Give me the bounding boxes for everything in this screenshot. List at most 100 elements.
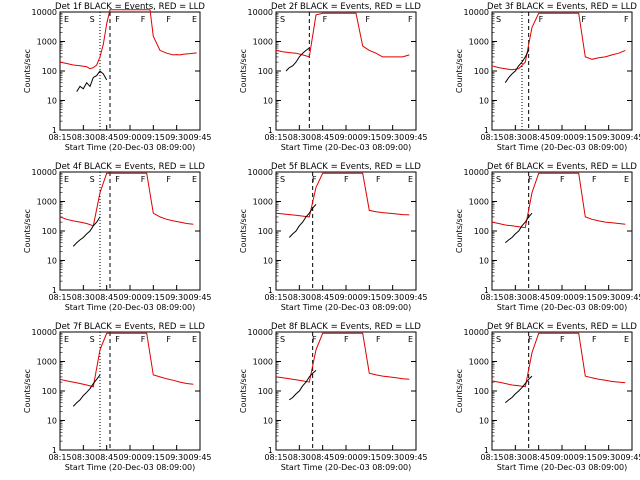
y-tick-label: 100	[258, 387, 273, 396]
x-tick-label: 09:45	[404, 133, 427, 142]
x-tick-label: 09:45	[404, 453, 427, 462]
region-letter: S	[496, 15, 501, 24]
y-tick-label: 10	[263, 417, 273, 426]
events-series-line	[289, 370, 317, 401]
x-tick-label: 09:30	[165, 453, 188, 462]
region-letter: F	[344, 175, 349, 184]
plot-frame	[59, 331, 201, 451]
x-tick-label: 09:00	[118, 293, 141, 302]
region-letter: S	[280, 15, 285, 24]
detector-panel: Det 3f BLACK = Events, RED = LLD 1 10 100 10…	[455, 2, 640, 152]
x-axis-label: Start Time (20-Dec-03 08:09:00)	[281, 463, 412, 472]
panel-title: Det 5f BLACK = Events, RED = LLD	[271, 162, 421, 172]
x-tick-label: 08:30	[72, 133, 95, 142]
y-tick-label: 1	[484, 126, 489, 135]
y-axis-label: Counts/sec	[239, 209, 248, 253]
plot-frame	[491, 331, 633, 451]
region-letter: F	[376, 175, 381, 184]
x-tick-label: 08:30	[504, 453, 527, 462]
x-tick-label: 08:45	[527, 453, 550, 462]
y-tick-label: 1000	[469, 198, 489, 207]
y-tick-label: 1000	[253, 198, 273, 207]
lld-series-line	[275, 332, 410, 383]
x-tick-label: 08:15	[48, 293, 71, 302]
y-tick-label: 1000	[253, 358, 273, 367]
x-tick-label: 08:15	[480, 453, 503, 462]
y-tick-label: 10	[47, 257, 57, 266]
y-tick-label: 100	[474, 387, 489, 396]
region-letter: F	[560, 335, 565, 344]
panel-title: Det 8f BLACK = Events, RED = LLD	[271, 322, 421, 332]
events-series-line	[504, 50, 530, 83]
x-tick-label: 08:30	[504, 133, 527, 142]
y-tick-label: 100	[42, 227, 57, 236]
detector-panel: Det 1f BLACK = Events, RED = LLD 1 10 100 10…	[23, 2, 212, 152]
x-tick-label: 09:15	[142, 293, 165, 302]
region-letter: F	[376, 335, 381, 344]
x-tick-label: 08:30	[288, 453, 311, 462]
y-tick-label: 10	[47, 417, 57, 426]
y-tick-label: 1	[484, 446, 489, 455]
region-letter: F	[141, 335, 146, 344]
y-tick-label: 10000	[464, 8, 489, 17]
region-letter: F	[115, 15, 120, 24]
x-tick-label: 09:30	[597, 133, 620, 142]
region-letter: E	[64, 335, 69, 344]
y-tick-label: 10000	[464, 328, 489, 337]
x-axis-label: Start Time (20-Dec-03 08:09:00)	[281, 143, 412, 152]
x-tick-label: 08:15	[48, 133, 71, 142]
y-tick-label: 10000	[248, 168, 273, 177]
x-tick-label: 08:45	[95, 293, 118, 302]
panel-title: Det 3f BLACK = Events, RED = LLD	[487, 2, 637, 12]
y-tick-label: 1000	[469, 38, 489, 47]
x-tick-label: 09:30	[165, 133, 188, 142]
panel-title: Det 7f BLACK = Events, RED = LLD	[55, 322, 205, 332]
x-tick-label: 09:00	[550, 133, 573, 142]
x-tick-label: 09:15	[142, 133, 165, 142]
region-letter: E	[192, 15, 197, 24]
panel-title: Det 1f BLACK = Events, RED = LLD	[55, 2, 205, 12]
region-letter: F	[560, 175, 565, 184]
events-series-line	[72, 216, 101, 247]
x-tick-label: 08:15	[480, 133, 503, 142]
y-tick-label: 10	[263, 257, 273, 266]
region-letter: F	[528, 175, 533, 184]
x-tick-label: 08:45	[311, 293, 334, 302]
x-tick-label: 08:30	[72, 293, 95, 302]
region-letter: F	[115, 335, 120, 344]
x-tick-label: 09:15	[574, 293, 597, 302]
plot-frame	[491, 11, 633, 131]
y-tick-label: 100	[258, 67, 273, 76]
x-tick-label: 09:00	[334, 293, 357, 302]
x-tick-label: 09:45	[404, 293, 427, 302]
region-letter: E	[192, 335, 197, 344]
x-axis-label: Start Time (20-Dec-03 08:09:00)	[65, 463, 196, 472]
region-letter: F	[323, 15, 328, 24]
x-tick-label: 09:30	[381, 453, 404, 462]
x-tick-label: 09:00	[550, 293, 573, 302]
y-tick-label: 10000	[32, 168, 57, 177]
y-tick-label: 10000	[248, 8, 273, 17]
x-tick-label: 09:30	[597, 453, 620, 462]
y-tick-label: 100	[474, 67, 489, 76]
x-tick-label: 08:45	[311, 133, 334, 142]
x-tick-label: 08:15	[48, 453, 71, 462]
plot-frame	[275, 171, 417, 291]
region-letter: F	[408, 15, 413, 24]
detector-panel: Det 7f BLACK = Events, RED = LLD 1 10 100 10…	[23, 322, 212, 472]
region-letter: F	[166, 175, 171, 184]
y-tick-label: 1	[52, 286, 57, 295]
x-axis-label: Start Time (20-Dec-03 08:09:00)	[281, 303, 412, 312]
y-tick-label: 100	[42, 67, 57, 76]
lld-series-line	[491, 172, 626, 229]
lld-series-line	[59, 172, 194, 227]
x-tick-label: 09:00	[550, 453, 573, 462]
x-tick-label: 08:15	[264, 453, 287, 462]
x-tick-label: 09:00	[334, 133, 357, 142]
events-series-line	[285, 47, 310, 72]
y-tick-label: 1	[52, 446, 57, 455]
detector-panel: Det 6f BLACK = Events, RED = LLD 1 10 100 10…	[455, 162, 640, 312]
region-letter: S	[280, 175, 285, 184]
panel-title: Det 6f BLACK = Events, RED = LLD	[487, 162, 637, 172]
x-tick-label: 08:45	[311, 453, 334, 462]
